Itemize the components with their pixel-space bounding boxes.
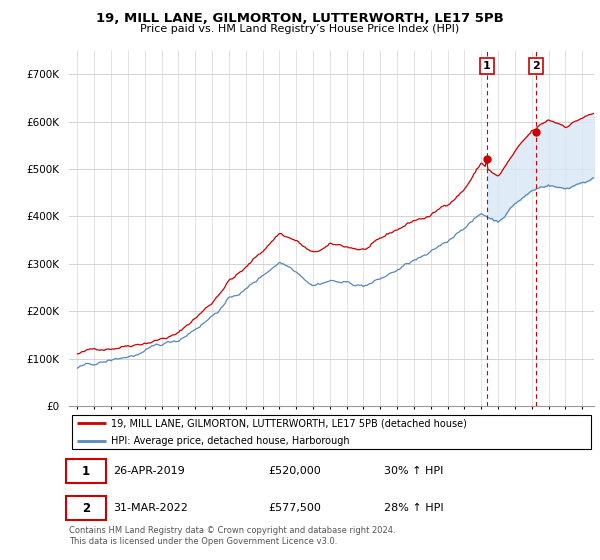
Text: 28% ↑ HPI: 28% ↑ HPI bbox=[384, 503, 443, 513]
Text: £577,500: £577,500 bbox=[269, 503, 322, 513]
Text: 19, MILL LANE, GILMORTON, LUTTERWORTH, LE17 5PB (detached house): 19, MILL LANE, GILMORTON, LUTTERWORTH, L… bbox=[111, 418, 467, 428]
Text: 31-MAR-2022: 31-MAR-2022 bbox=[113, 503, 188, 513]
Text: 30% ↑ HPI: 30% ↑ HPI bbox=[384, 466, 443, 476]
Text: £520,000: £520,000 bbox=[269, 466, 321, 476]
FancyBboxPatch shape bbox=[71, 414, 592, 449]
Text: HPI: Average price, detached house, Harborough: HPI: Average price, detached house, Harb… bbox=[111, 436, 350, 446]
Text: Price paid vs. HM Land Registry’s House Price Index (HPI): Price paid vs. HM Land Registry’s House … bbox=[140, 24, 460, 34]
Text: Contains HM Land Registry data © Crown copyright and database right 2024.
This d: Contains HM Land Registry data © Crown c… bbox=[69, 526, 395, 546]
Text: 26-APR-2019: 26-APR-2019 bbox=[113, 466, 185, 476]
Text: 1: 1 bbox=[483, 61, 491, 71]
FancyBboxPatch shape bbox=[67, 459, 106, 483]
Text: 2: 2 bbox=[82, 502, 90, 515]
Text: 19, MILL LANE, GILMORTON, LUTTERWORTH, LE17 5PB: 19, MILL LANE, GILMORTON, LUTTERWORTH, L… bbox=[96, 12, 504, 25]
Text: 2: 2 bbox=[532, 61, 540, 71]
Text: 1: 1 bbox=[82, 465, 90, 478]
FancyBboxPatch shape bbox=[67, 496, 106, 520]
